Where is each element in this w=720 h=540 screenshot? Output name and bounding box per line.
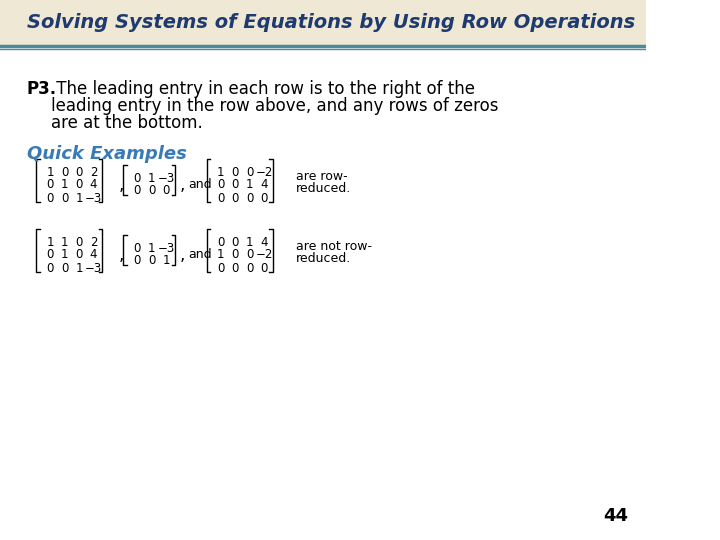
Text: 1: 1 — [61, 248, 68, 261]
Text: 0: 0 — [148, 185, 156, 198]
Text: 2: 2 — [89, 165, 97, 179]
Text: 0: 0 — [47, 179, 54, 192]
Text: 0: 0 — [76, 179, 83, 192]
Text: 0: 0 — [47, 248, 54, 261]
Text: 0: 0 — [217, 192, 225, 205]
Text: 0: 0 — [76, 248, 83, 261]
Text: 1: 1 — [47, 235, 54, 248]
Text: 4: 4 — [89, 179, 97, 192]
Text: 1: 1 — [217, 165, 225, 179]
Text: are not row-: are not row- — [297, 240, 372, 253]
Text: 1: 1 — [163, 254, 170, 267]
Text: 0: 0 — [246, 165, 253, 179]
Text: 0: 0 — [134, 185, 141, 198]
Text: 0: 0 — [134, 241, 141, 254]
Text: 0: 0 — [261, 261, 268, 274]
Text: −3: −3 — [85, 192, 102, 205]
Text: 0: 0 — [232, 179, 239, 192]
Text: leading entry in the row above, and any rows of zeros: leading entry in the row above, and any … — [51, 97, 499, 115]
Text: Quick Examples: Quick Examples — [27, 145, 186, 163]
Text: −3: −3 — [158, 172, 175, 185]
Text: 1: 1 — [217, 248, 225, 261]
Text: 0: 0 — [232, 248, 239, 261]
Text: −2: −2 — [256, 165, 273, 179]
Text: 0: 0 — [76, 235, 83, 248]
Text: −2: −2 — [256, 248, 273, 261]
Text: The leading entry in each row is to the right of the: The leading entry in each row is to the … — [51, 80, 475, 98]
Text: 0: 0 — [246, 248, 253, 261]
Text: 44: 44 — [603, 507, 629, 525]
Text: −3: −3 — [158, 241, 175, 254]
Text: 0: 0 — [232, 261, 239, 274]
Text: 4: 4 — [89, 248, 97, 261]
Text: 4: 4 — [260, 179, 268, 192]
Text: P3.: P3. — [27, 80, 57, 98]
Text: 0: 0 — [47, 192, 54, 205]
Text: −3: −3 — [85, 261, 102, 274]
Text: 1: 1 — [76, 192, 83, 205]
Text: 1: 1 — [47, 165, 54, 179]
Text: 0: 0 — [232, 235, 239, 248]
Text: ,: , — [179, 246, 185, 264]
Text: 0: 0 — [61, 192, 68, 205]
Text: 4: 4 — [260, 235, 268, 248]
Text: 0: 0 — [61, 165, 68, 179]
Text: and: and — [189, 178, 212, 191]
Text: 0: 0 — [232, 192, 239, 205]
Text: 0: 0 — [232, 165, 239, 179]
Text: 2: 2 — [89, 235, 97, 248]
Text: 0: 0 — [217, 261, 225, 274]
Text: 0: 0 — [246, 261, 253, 274]
Text: and: and — [189, 247, 212, 260]
Text: 0: 0 — [261, 192, 268, 205]
Text: 1: 1 — [148, 241, 156, 254]
Text: 1: 1 — [76, 261, 83, 274]
Text: Solving Systems of Equations by Using Row Operations: Solving Systems of Equations by Using Ro… — [27, 14, 635, 32]
Text: 1: 1 — [61, 179, 68, 192]
Text: are row-: are row- — [297, 171, 348, 184]
Text: ,: , — [179, 176, 185, 194]
Text: 1: 1 — [148, 172, 156, 185]
Text: 0: 0 — [246, 192, 253, 205]
Text: 1: 1 — [61, 235, 68, 248]
Text: ,: , — [119, 176, 124, 194]
Text: ,: , — [119, 246, 124, 264]
Text: 0: 0 — [134, 254, 141, 267]
Text: 0: 0 — [217, 179, 225, 192]
Text: 1: 1 — [246, 235, 253, 248]
Text: 0: 0 — [163, 185, 170, 198]
Text: 0: 0 — [47, 261, 54, 274]
Text: 1: 1 — [246, 179, 253, 192]
Text: 0: 0 — [61, 261, 68, 274]
Text: reduced.: reduced. — [297, 183, 351, 195]
Text: are at the bottom.: are at the bottom. — [51, 114, 203, 132]
Text: 0: 0 — [76, 165, 83, 179]
Text: reduced.: reduced. — [297, 253, 351, 266]
FancyBboxPatch shape — [0, 0, 647, 45]
Text: 0: 0 — [217, 235, 225, 248]
Text: 0: 0 — [148, 254, 156, 267]
Text: 0: 0 — [134, 172, 141, 185]
